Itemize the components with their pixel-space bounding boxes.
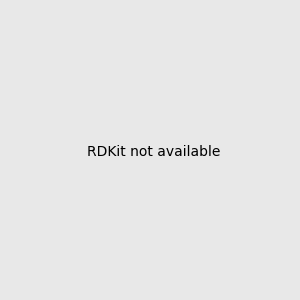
Text: RDKit not available: RDKit not available [87, 145, 220, 158]
